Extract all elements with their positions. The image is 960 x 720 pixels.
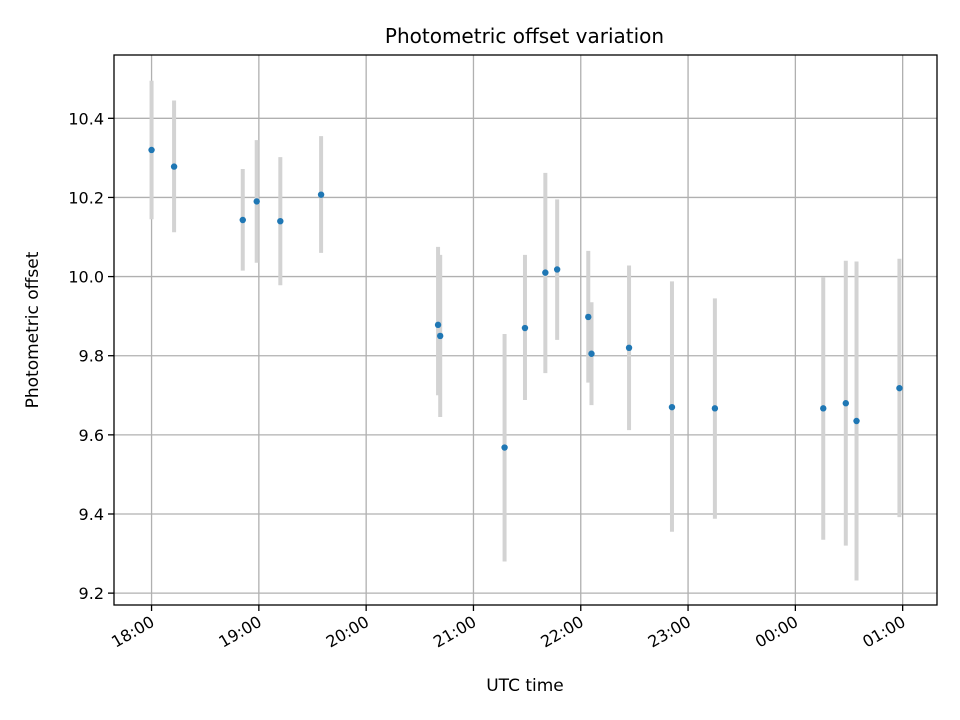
- x-tick-label: 20:00: [323, 612, 372, 652]
- data-point: [501, 444, 508, 451]
- x-tick-label: 19:00: [215, 612, 264, 652]
- data-point: [317, 191, 325, 198]
- data-point: [585, 313, 592, 321]
- data-point: [542, 269, 549, 276]
- data-point: [277, 217, 284, 225]
- data-point: [148, 146, 155, 154]
- data-point: [588, 350, 595, 357]
- data-point: [668, 403, 676, 411]
- x-tick-label: 22:00: [537, 612, 586, 652]
- data-point: [434, 321, 442, 329]
- x-tick-label: 21:00: [430, 612, 479, 652]
- data-points: [148, 146, 903, 451]
- y-tick-label: 10.2: [68, 188, 104, 207]
- chart-title: Photometric offset variation: [385, 24, 664, 48]
- data-point: [820, 405, 827, 412]
- data-point: [853, 417, 860, 425]
- data-point: [896, 384, 903, 392]
- y-tick-label: 9.6: [79, 426, 104, 445]
- data-point: [711, 405, 719, 412]
- data-point: [436, 332, 444, 340]
- data-point: [253, 198, 260, 205]
- y-tick-label: 9.2: [79, 584, 104, 603]
- y-tick-label: 9.8: [79, 347, 104, 366]
- data-point: [239, 216, 246, 224]
- data-point: [553, 266, 561, 273]
- data-point: [521, 324, 529, 332]
- y-tick-label: 9.4: [79, 505, 104, 524]
- data-point: [170, 163, 178, 170]
- x-axis-label: UTC time: [486, 676, 564, 696]
- x-tick-label: 00:00: [752, 612, 801, 652]
- axis-ticks: 18:00 19:00 20:00 21:00 22:00 23:00 00:00 01:00…: [68, 109, 908, 651]
- y-tick-label: 10.0: [68, 268, 104, 287]
- x-tick-label: 01:00: [859, 612, 908, 652]
- data-point: [625, 344, 633, 352]
- plot-frame: [113, 54, 938, 606]
- y-tick-label: 10.4: [68, 109, 104, 128]
- data-point: [842, 400, 849, 407]
- x-tick-label: 23:00: [645, 612, 694, 652]
- y-axis-label: Photometric offset: [23, 251, 43, 408]
- x-tick-label: 18:00: [108, 612, 157, 652]
